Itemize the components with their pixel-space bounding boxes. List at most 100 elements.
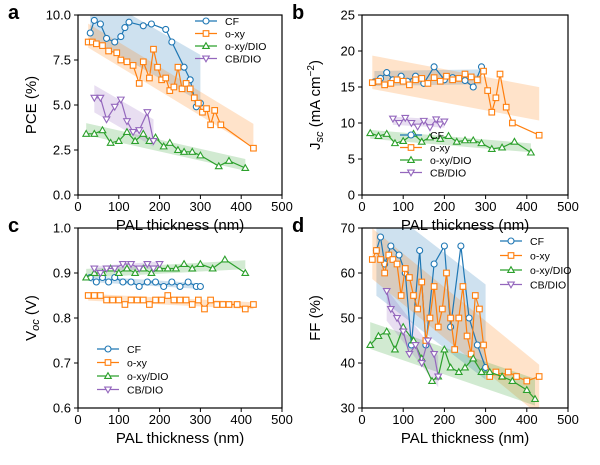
data-point	[114, 136, 124, 145]
ylabel-subscript: oc	[30, 319, 42, 331]
data-point	[187, 264, 197, 272]
data-point	[174, 63, 182, 71]
legend-marker	[104, 359, 112, 366]
data-point	[179, 259, 189, 268]
data-point	[105, 278, 113, 286]
legend-marker	[506, 281, 516, 289]
data-point	[413, 123, 422, 132]
data-point	[121, 24, 129, 32]
data-point	[225, 301, 233, 308]
data-point	[374, 131, 383, 139]
panel-label: a	[8, 2, 20, 24]
legend-item: CF	[500, 236, 544, 248]
y-axis-label: Voc (V)	[23, 295, 42, 341]
data-point	[446, 363, 455, 371]
x-tick-label: 500	[271, 412, 293, 427]
data-point	[170, 83, 178, 91]
data-point	[115, 296, 123, 304]
data-point	[203, 105, 210, 112]
data-point	[457, 242, 465, 250]
data-point	[187, 147, 197, 155]
x-tick-label: 100	[108, 199, 130, 214]
series-line	[94, 97, 155, 142]
legend-item: CF	[97, 344, 141, 356]
legend-marker	[407, 144, 415, 151]
data-point	[399, 77, 407, 85]
data-point	[123, 58, 131, 66]
x-tick-label: 400	[230, 412, 252, 427]
data-point	[96, 94, 105, 103]
data-point	[459, 283, 467, 290]
x-tick-label: 200	[434, 199, 456, 214]
legend-marker	[406, 155, 416, 164]
data-point	[149, 137, 158, 146]
data-point	[118, 260, 128, 269]
y-tick-label: 0.6	[53, 401, 71, 416]
data-point	[93, 40, 100, 48]
data-point	[425, 132, 435, 141]
data-point	[502, 103, 510, 111]
data-point	[173, 145, 183, 154]
data-point	[535, 131, 543, 139]
y-tick-label: 40	[341, 356, 355, 371]
data-point	[463, 332, 471, 340]
data-point	[394, 119, 404, 128]
data-point	[392, 314, 402, 323]
y-axis-label: FF (%)	[307, 295, 324, 341]
data-point	[96, 20, 104, 28]
data-point	[397, 292, 405, 299]
data-point	[440, 345, 449, 353]
legend-label: CB/DIO	[430, 168, 466, 180]
legend-marker	[506, 265, 516, 274]
data-point	[186, 85, 194, 93]
ylabel-units: (mA cm	[307, 76, 324, 131]
data-point	[467, 350, 475, 358]
series	[365, 322, 540, 403]
data-point	[365, 128, 375, 137]
x-tick-label: 100	[392, 412, 414, 427]
data-point	[477, 367, 486, 376]
data-point	[103, 296, 110, 304]
data-point	[250, 301, 257, 308]
data-point	[129, 62, 137, 69]
data-point	[182, 296, 190, 304]
data-point	[207, 296, 214, 304]
data-point	[199, 108, 206, 116]
data-point	[106, 138, 115, 146]
legend-item: o-xy/DIO	[500, 265, 571, 277]
data-point	[143, 109, 152, 117]
data-point	[430, 283, 438, 290]
series-line	[89, 276, 201, 288]
data-point	[102, 265, 111, 273]
data-point	[382, 287, 391, 296]
data-point	[219, 301, 227, 308]
data-point	[127, 296, 135, 304]
x-axis-label: PAL thickness (nm)	[401, 217, 529, 234]
data-point	[460, 363, 470, 371]
legend-item: o-xy	[400, 143, 451, 155]
data-point	[143, 278, 151, 286]
data-point	[151, 278, 160, 286]
data-point	[440, 118, 449, 126]
series-line	[89, 19, 201, 108]
legend-label: o-xy	[430, 143, 451, 155]
legend-label: o-xy	[530, 251, 551, 263]
ylabel-main: J	[307, 142, 324, 150]
data-point	[455, 75, 463, 82]
data-point	[102, 116, 111, 124]
data-point	[176, 282, 184, 291]
series	[90, 260, 164, 278]
data-point	[143, 260, 152, 269]
data-point	[139, 129, 148, 137]
data-point	[390, 138, 400, 147]
data-point	[162, 74, 170, 82]
data-point	[381, 269, 389, 277]
data-point	[411, 341, 420, 350]
data-point	[398, 136, 408, 145]
ylabel-units: (V)	[23, 295, 40, 319]
x-axis-label: PAL thickness (nm)	[116, 217, 244, 234]
data-point	[146, 301, 153, 308]
legend-label: CF	[225, 16, 239, 28]
data-point	[201, 305, 208, 313]
